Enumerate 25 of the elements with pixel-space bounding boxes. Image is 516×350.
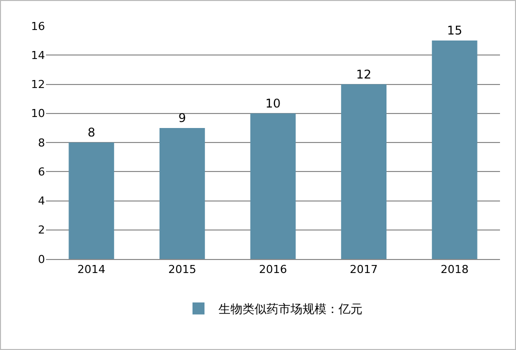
- x-tick-label: 2014: [77, 263, 106, 276]
- y-tick-label: 4: [38, 194, 45, 208]
- y-tick-label: 2: [38, 224, 45, 237]
- y-tick-label: 16: [31, 20, 45, 33]
- data-label: 8: [88, 126, 96, 140]
- x-tick-label: 2016: [259, 263, 287, 276]
- data-label: 15: [446, 24, 462, 38]
- data-label: 12: [356, 67, 372, 82]
- legend-label: 生物类似药市场规模：亿元: [218, 302, 362, 316]
- data-label: 9: [178, 110, 186, 125]
- bar: [250, 113, 296, 259]
- y-tick-label: 10: [31, 107, 45, 120]
- bar: [432, 40, 478, 259]
- y-tick-label: 6: [38, 165, 45, 178]
- y-tick-label: 12: [31, 78, 45, 92]
- bar: [341, 84, 386, 259]
- data-label: 10: [265, 96, 281, 110]
- y-tick-label: 8: [38, 136, 45, 150]
- x-tick-label: 2015: [168, 263, 196, 276]
- x-tick-label: 2017: [350, 263, 378, 276]
- x-tick-label: 2018: [440, 263, 469, 276]
- y-tick-label: 14: [31, 48, 45, 62]
- bar: [160, 128, 205, 259]
- bar: [68, 142, 114, 259]
- y-tick-label: 0: [38, 252, 45, 266]
